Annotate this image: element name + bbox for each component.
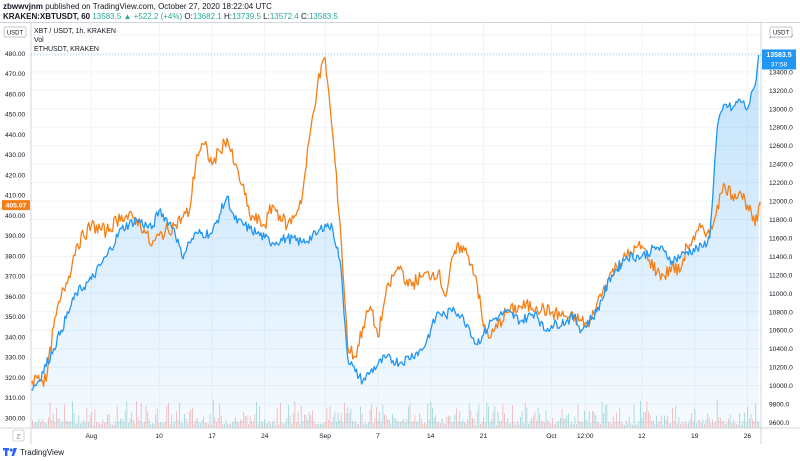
right-axis-tick: 12600.0 (769, 143, 793, 150)
time-axis-tick: 10 (156, 433, 164, 440)
high-value: 13739.5 (231, 12, 261, 21)
right-axis-tick: 13000.0 (769, 106, 793, 113)
eth-series-line[interactable] (30, 56, 762, 388)
left-axis-tick: 410.00 (5, 193, 26, 200)
left-axis-tick: 460.00 (5, 91, 26, 98)
left-axis-tick: 440.00 (5, 132, 26, 139)
symbol-name: KRAKEN:XBTUSDT, 60 (3, 12, 91, 21)
right-axis-tick: 11000.0 (769, 291, 793, 298)
legend-volume[interactable]: Vol (34, 37, 44, 44)
right-axis-tick: 9800.0 (769, 402, 790, 409)
time-axis-tick: 7 (376, 433, 380, 440)
right-axis-tick: 13400.0 (769, 69, 793, 76)
left-axis-unit: USDT (7, 31, 24, 37)
zoom-label: Z (17, 434, 21, 441)
left-axis-tick: 470.00 (5, 71, 26, 78)
right-axis-tick: 10200.0 (769, 365, 793, 372)
right-axis-tick: 13200.0 (769, 88, 793, 95)
left-unit-box (3, 26, 27, 38)
right-axis-tick: 11800.0 (769, 217, 793, 224)
current-price-tag (762, 49, 796, 70)
left-axis-tick: 310.00 (5, 395, 26, 402)
right-axis-tick: 10000.0 (769, 383, 793, 390)
xbt-series-line[interactable] (30, 54, 760, 391)
low-value: 13572.4 (269, 12, 299, 21)
right-axis-tick: 12800.0 (769, 125, 793, 132)
left-axis-tick: 300.00 (5, 415, 26, 422)
right-axis-tick: 11400.0 (769, 254, 793, 261)
right-axis-tick: 10600.0 (769, 328, 793, 335)
brand-name: TradingView (20, 447, 65, 457)
time-axis-tick: 14 (427, 433, 435, 440)
left-axis-tick: 350.00 (5, 314, 26, 321)
legend-main-series[interactable]: XBT / USDT, 1h, KRAKEN (34, 28, 116, 35)
left-axis-tick: 380.00 (5, 253, 26, 260)
eth-price-tag (2, 200, 30, 211)
open-value: 13682.1 (192, 12, 222, 21)
right-axis-tick: 9600.0 (769, 420, 790, 427)
close-value: 13583.5 (308, 12, 338, 21)
price-change: ▲ +522.2 (+4%) (123, 12, 183, 21)
low-label: L: (263, 12, 270, 21)
right-axis-tick: 12000.0 (769, 199, 793, 206)
right-axis-tick: 12400.0 (769, 162, 793, 169)
footer: TradingView (3, 445, 64, 459)
left-axis-tick: 370.00 (5, 274, 26, 281)
left-axis-tick: 340.00 (5, 334, 26, 341)
left-axis-tick: 320.00 (5, 375, 26, 382)
left-axis-tick: 420.00 (5, 172, 26, 179)
left-axis-tick: 450.00 (5, 112, 26, 119)
current-price-label: 13583.5 (766, 52, 791, 59)
time-axis-tick: Aug (85, 433, 97, 440)
chart-frame (0, 22, 800, 445)
time-axis-tick: 24 (261, 433, 269, 440)
symbol-quote-line: KRAKEN:XBTUSDT, 60 13583.5 ▲ +522.2 (+4%… (3, 12, 338, 21)
legend-compare-series[interactable]: ETHUSDT, KRAKEN (34, 46, 99, 53)
left-axis-tick: 360.00 (5, 294, 26, 301)
right-axis-tick: 10400.0 (769, 346, 793, 353)
tradingview-logo-icon (3, 448, 17, 456)
publish-line: zbwwvjnm published on TradingView.com, O… (3, 2, 272, 11)
last-price: 13583.5 (92, 12, 122, 21)
right-axis-tick: 10800.0 (769, 309, 793, 316)
open-label: O: (184, 12, 193, 21)
right-unit-box (769, 26, 793, 38)
time-axis-tick: 26 (744, 433, 752, 440)
publisher-name: zbwwvjnm (3, 2, 44, 11)
right-axis-tick: 11200.0 (769, 272, 793, 279)
high-label: H: (223, 12, 232, 21)
bar-countdown-label: 37:58 (771, 61, 788, 68)
left-axis-tick: 400.00 (5, 213, 26, 220)
time-axis-tick: 12 (638, 433, 646, 440)
left-axis-tick: 480.00 (5, 51, 26, 58)
left-axis-tick: 390.00 (5, 233, 26, 240)
right-axis-tick: 11600.0 (769, 235, 793, 242)
time-axis-tick: Oct (546, 433, 556, 440)
close-label: C: (300, 12, 309, 21)
time-axis-tick: 12:00 (577, 433, 594, 440)
chart-legend: XBT / USDT, 1h, KRAKEN Vol ETHUSDT, KRAK… (34, 27, 116, 54)
publish-info: published on TradingView.com, October 27… (45, 2, 272, 11)
right-axis-tick: 12200.0 (769, 180, 793, 187)
time-axis-tick: 19 (691, 433, 699, 440)
xbt-area-fill (31, 55, 759, 428)
left-axis-tick: 430.00 (5, 152, 26, 159)
time-axis-tick: Sep (319, 433, 331, 440)
right-axis-unit: USDT (773, 31, 790, 37)
zoom-button[interactable] (12, 429, 25, 442)
eth-price-label: 405.07 (6, 203, 27, 210)
time-axis-tick: 17 (208, 433, 216, 440)
time-axis-tick: 21 (480, 433, 488, 440)
left-axis-tick: 330.00 (5, 355, 26, 362)
volume-bar (758, 421, 760, 428)
